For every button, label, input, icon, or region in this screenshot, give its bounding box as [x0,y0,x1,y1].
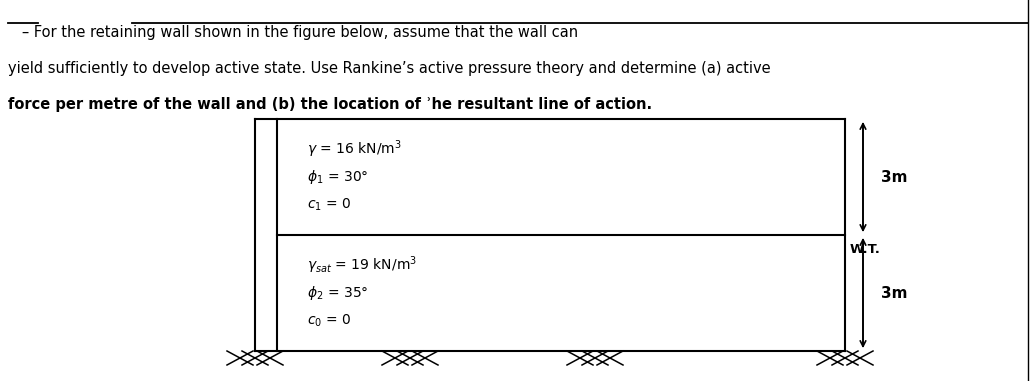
Text: – For the retaining wall shown in the figure below, assume that the wall can: – For the retaining wall shown in the fi… [8,26,579,40]
Text: $\phi_2$ = 35°: $\phi_2$ = 35° [307,284,368,302]
Text: 3m: 3m [881,285,908,301]
Text: force per metre of the wall and (b) the location of ʾhe resultant line of action: force per metre of the wall and (b) the … [8,98,652,112]
Text: $\gamma_{sat}$ = 19 kN/m$^3$: $\gamma_{sat}$ = 19 kN/m$^3$ [307,254,417,276]
Text: $c_0$ = 0: $c_0$ = 0 [307,313,352,329]
Text: $\phi_1$ = 30°: $\phi_1$ = 30° [307,168,368,186]
Text: 3m: 3m [881,170,908,184]
Text: W.T.: W.T. [850,243,881,256]
Text: $\gamma$ = 16 kN/m$^3$: $\gamma$ = 16 kN/m$^3$ [307,138,402,160]
Text: yield sufficiently to develop active state. Use Rankine’s active pressure theory: yield sufficiently to develop active sta… [8,61,771,77]
Text: $c_1$ = 0: $c_1$ = 0 [307,197,352,213]
